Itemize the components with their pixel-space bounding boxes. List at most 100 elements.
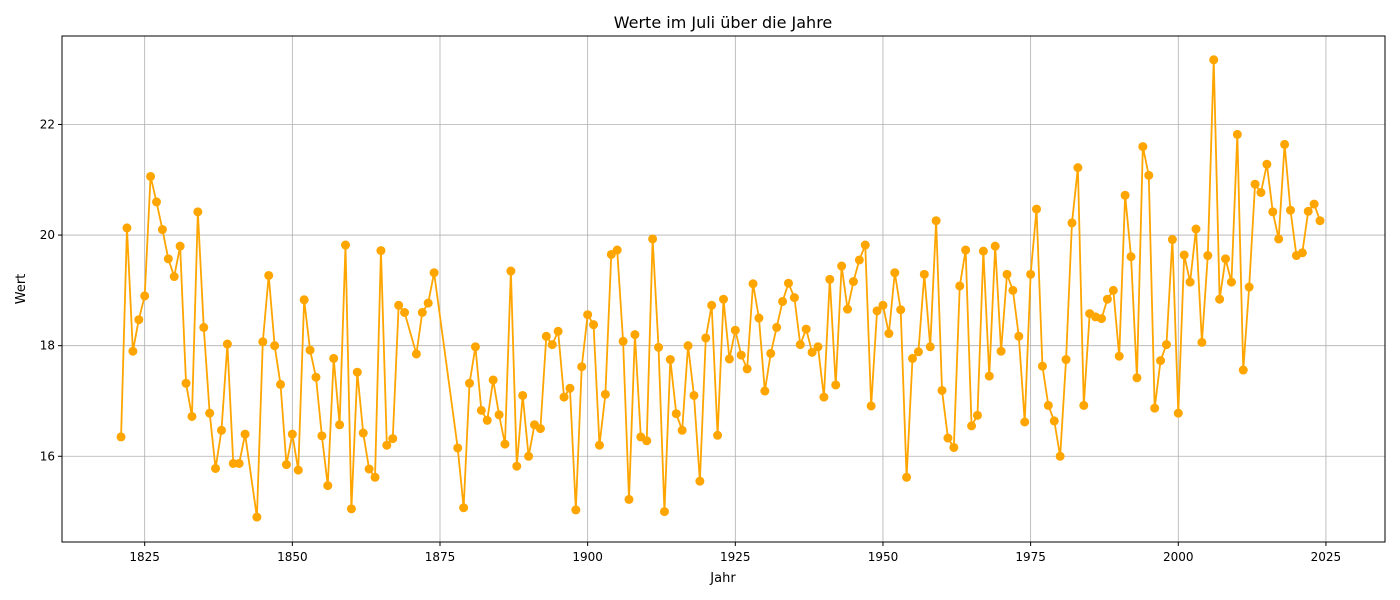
data-point <box>972 410 982 420</box>
data-point <box>122 223 132 233</box>
data-point <box>1026 269 1036 279</box>
data-point <box>465 378 475 388</box>
data-point <box>1297 248 1307 258</box>
data-point <box>541 331 551 341</box>
data-point <box>341 240 350 250</box>
data-point <box>819 392 829 402</box>
data-point <box>1079 400 1089 410</box>
data-point <box>931 216 941 226</box>
data-point <box>311 372 321 382</box>
data-point <box>1286 205 1295 215</box>
y-tick-label: 16 <box>40 449 55 463</box>
data-point <box>128 346 138 356</box>
data-point <box>317 431 327 441</box>
data-point <box>1167 235 1177 245</box>
data-point <box>264 270 274 280</box>
data-point <box>1173 408 1183 418</box>
grid-lines <box>62 36 1385 542</box>
data-point <box>476 405 486 415</box>
data-point <box>654 342 664 352</box>
data-point <box>299 295 309 305</box>
data-point <box>281 460 291 470</box>
data-point <box>624 494 634 504</box>
data-point <box>506 266 516 276</box>
data-point <box>1073 163 1083 173</box>
data-point <box>760 386 770 396</box>
data-point <box>1008 285 1018 295</box>
data-point <box>1114 351 1124 361</box>
data-point <box>648 234 658 244</box>
data-point <box>1280 139 1290 149</box>
data-point <box>1197 337 1207 347</box>
data-point <box>719 294 728 304</box>
data-point <box>305 345 315 355</box>
data-point <box>553 326 563 336</box>
data-point <box>955 281 965 291</box>
data-point <box>1221 254 1231 264</box>
y-axis-label: Wert <box>14 274 29 305</box>
data-point <box>524 451 534 461</box>
data-point <box>913 347 923 357</box>
data-point <box>1102 294 1112 304</box>
data-point <box>364 464 374 474</box>
data-point <box>500 439 510 449</box>
data-point <box>1309 199 1319 209</box>
data-point <box>589 320 599 330</box>
data-point <box>748 279 758 289</box>
data-point <box>766 348 776 358</box>
data-point <box>978 246 988 256</box>
data-point <box>240 429 250 439</box>
data-point <box>825 274 835 284</box>
data-point <box>1150 403 1160 413</box>
data-point <box>169 272 179 282</box>
data-point <box>949 442 959 452</box>
x-tick-label: 1850 <box>277 550 308 564</box>
data-point <box>423 298 433 308</box>
data-point <box>612 245 622 255</box>
data-point <box>996 346 1006 356</box>
data-point <box>1097 314 1106 324</box>
data-point <box>187 411 197 421</box>
data-point <box>890 268 900 278</box>
data-point <box>518 390 528 400</box>
data-point <box>388 434 398 444</box>
data-point <box>1203 251 1213 261</box>
data-point <box>665 355 675 365</box>
data-point <box>618 336 628 346</box>
data-point <box>961 245 971 255</box>
data-point <box>1043 400 1053 410</box>
data-point <box>400 308 410 317</box>
data-point <box>866 401 876 411</box>
data-point <box>1232 129 1242 139</box>
data-point <box>1215 294 1225 304</box>
data-point <box>199 322 209 332</box>
data-point <box>1274 234 1284 244</box>
x-tick-label: 1825 <box>129 550 160 564</box>
data-point <box>157 225 167 235</box>
data-point <box>376 246 386 256</box>
data-point <box>358 428 368 438</box>
data-point <box>134 315 144 325</box>
x-tick-label: 2025 <box>1311 550 1342 564</box>
data-point <box>594 440 604 450</box>
data-point <box>453 443 463 453</box>
data-point <box>659 507 669 517</box>
data-point <box>152 197 161 207</box>
data-point <box>1256 188 1266 197</box>
data-point <box>831 380 841 390</box>
data-point <box>1061 355 1071 365</box>
data-point <box>140 291 150 301</box>
data-point <box>925 342 935 352</box>
data-point <box>1244 282 1254 292</box>
data-point <box>429 268 439 278</box>
data-point <box>795 340 805 350</box>
data-point <box>878 300 888 310</box>
data-point <box>535 424 545 434</box>
data-point <box>772 322 782 332</box>
data-point <box>1191 224 1201 234</box>
data-point <box>211 463 221 473</box>
data-point <box>783 278 793 288</box>
data-point <box>116 432 126 442</box>
data-point <box>671 409 681 419</box>
